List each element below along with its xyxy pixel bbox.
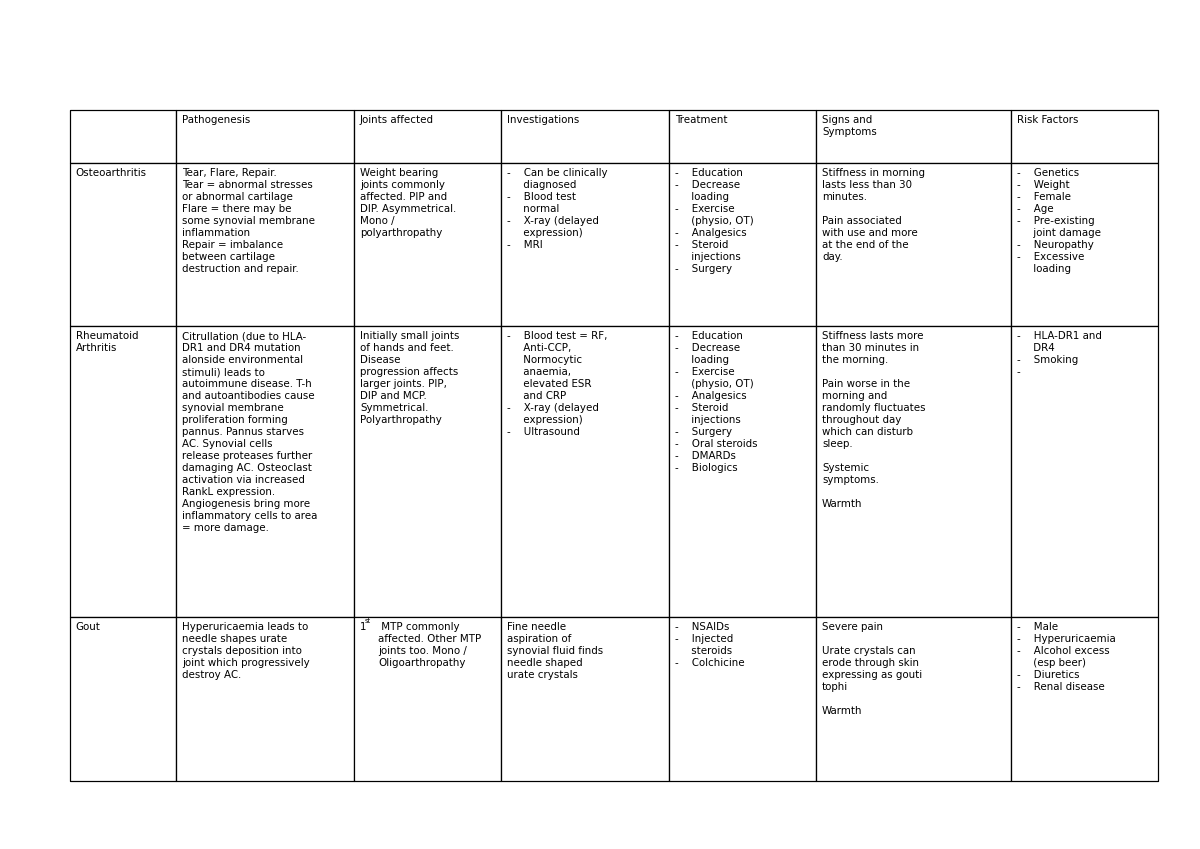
Bar (354, 617, 502, 781)
Bar (502, 617, 668, 781)
Bar (70, 163, 176, 326)
Text: 1ˢᵗ MTP commonly
affected. Other MTP
joints too. Mono /
Oligoarthropathy: 1ˢᵗ MTP commonly affected. Other MTP joi… (360, 622, 463, 668)
Bar (502, 163, 668, 326)
Bar (816, 617, 1010, 781)
Text: Weight bearing
joints commonly
affected. PIP and
DIP. Asymmetrical.
Mono /
polya: Weight bearing joints commonly affected.… (360, 168, 456, 238)
Bar (1010, 163, 1158, 326)
Bar (70, 110, 176, 163)
Bar (502, 110, 668, 163)
Text: Initially small joints
of hands and feet.
Disease
progression affects
larger joi: Initially small joints of hands and feet… (360, 331, 460, 425)
Bar (668, 617, 816, 781)
Bar (1010, 617, 1158, 781)
Bar (70, 326, 176, 617)
Text: MTP commonly
affected. Other MTP
joints too. Mono /
Oligoarthropathy: MTP commonly affected. Other MTP joints … (378, 622, 481, 668)
Text: -    NSAIDs
-    Injected
     steroids
-    Colchicine: - NSAIDs - Injected steroids - Colchicin… (674, 622, 744, 668)
Bar (176, 163, 354, 326)
Bar (355, 618, 500, 780)
Bar (354, 163, 502, 326)
Bar (816, 110, 1010, 163)
Text: -    Can be clinically
     diagnosed
-    Blood test
     normal
-    X-ray (de: - Can be clinically diagnosed - Blood te… (508, 168, 607, 250)
Text: Stiffness in morning
lasts less than 30
minutes.

Pain associated
with use and m: Stiffness in morning lasts less than 30 … (822, 168, 925, 261)
Bar (1010, 110, 1158, 163)
Bar (668, 163, 816, 326)
Bar (354, 110, 502, 163)
Bar (1010, 110, 1158, 163)
Bar (70, 617, 176, 781)
Bar (70, 163, 176, 326)
Bar (668, 110, 816, 163)
Bar (176, 110, 354, 163)
Text: -    Blood test = RF,
     Anti-CCP,
     Normocytic
     anaemia,
     elevated: - Blood test = RF, Anti-CCP, Normocytic … (508, 331, 607, 437)
Bar (502, 617, 668, 781)
Bar (668, 326, 816, 617)
Bar (354, 110, 502, 163)
Text: Stiffness lasts more
than 30 minutes in
the morning.

Pain worse in the
morning : Stiffness lasts more than 30 minutes in … (822, 331, 925, 509)
Bar (176, 617, 354, 781)
Bar (176, 326, 354, 617)
Text: Signs and
Symptoms: Signs and Symptoms (822, 115, 877, 138)
Bar (1010, 163, 1158, 326)
Bar (354, 326, 502, 617)
Text: 1: 1 (360, 622, 366, 633)
Bar (668, 163, 816, 326)
Bar (816, 617, 1010, 781)
Text: Risk Factors: Risk Factors (1016, 115, 1078, 126)
Text: Treatment: Treatment (674, 115, 727, 126)
Text: Rheumatoid
Arthritis: Rheumatoid Arthritis (76, 331, 138, 353)
Bar (502, 326, 668, 617)
Bar (668, 617, 816, 781)
Bar (176, 326, 354, 617)
Text: Hyperuricaemia leads to
needle shapes urate
crystals deposition into
joint which: Hyperuricaemia leads to needle shapes ur… (182, 622, 310, 680)
Text: Investigations: Investigations (508, 115, 580, 126)
Bar (354, 617, 502, 781)
Bar (668, 326, 816, 617)
Text: -    Education
-    Decrease
     loading
-    Exercise
     (physio, OT)
-    A: - Education - Decrease loading - Exercis… (674, 331, 757, 473)
Bar (502, 163, 668, 326)
Text: -    HLA-DR1 and
     DR4
-    Smoking
-: - HLA-DR1 and DR4 - Smoking - (1016, 331, 1102, 377)
Bar (176, 110, 354, 163)
Text: -    Male
-    Hyperuricaemia
-    Alcohol excess
     (esp beer)
-    Diuretics: - Male - Hyperuricaemia - Alcohol excess… (1016, 622, 1116, 692)
Bar (502, 326, 668, 617)
Bar (816, 163, 1010, 326)
Text: Gout: Gout (76, 622, 101, 633)
Text: st: st (365, 618, 371, 624)
Text: Osteoarthritis: Osteoarthritis (76, 168, 146, 177)
Text: Fine needle
aspiration of
synovial fluid finds
needle shaped
urate crystals: Fine needle aspiration of synovial fluid… (508, 622, 604, 680)
Bar (70, 617, 176, 781)
Text: Tear, Flare, Repair.
Tear = abnormal stresses
or abnormal cartilage
Flare = ther: Tear, Flare, Repair. Tear = abnormal str… (182, 168, 316, 274)
Bar (816, 326, 1010, 617)
Bar (1010, 326, 1158, 617)
Text: Joints affected: Joints affected (360, 115, 434, 126)
Text: Pathogenesis: Pathogenesis (182, 115, 251, 126)
Bar (354, 163, 502, 326)
Text: -    Genetics
-    Weight
-    Female
-    Age
-    Pre-existing
     joint dama: - Genetics - Weight - Female - Age - Pre… (1016, 168, 1100, 274)
Bar (1010, 617, 1158, 781)
Bar (70, 326, 176, 617)
Text: Citrullation (due to HLA-
DR1 and DR4 mutation
alonside environmental
stimuli) l: Citrullation (due to HLA- DR1 and DR4 mu… (182, 331, 318, 533)
Bar (1010, 326, 1158, 617)
Bar (354, 326, 502, 617)
Bar (176, 163, 354, 326)
Text: Severe pain

Urate crystals can
erode through skin
expressing as gouti
tophi

Wa: Severe pain Urate crystals can erode thr… (822, 622, 922, 717)
Bar (176, 617, 354, 781)
Bar (816, 326, 1010, 617)
Bar (816, 110, 1010, 163)
Bar (668, 110, 816, 163)
Text: -    Education
-    Decrease
     loading
-    Exercise
     (physio, OT)
-    A: - Education - Decrease loading - Exercis… (674, 168, 754, 274)
Bar (502, 110, 668, 163)
Bar (816, 163, 1010, 326)
Bar (70, 110, 176, 163)
